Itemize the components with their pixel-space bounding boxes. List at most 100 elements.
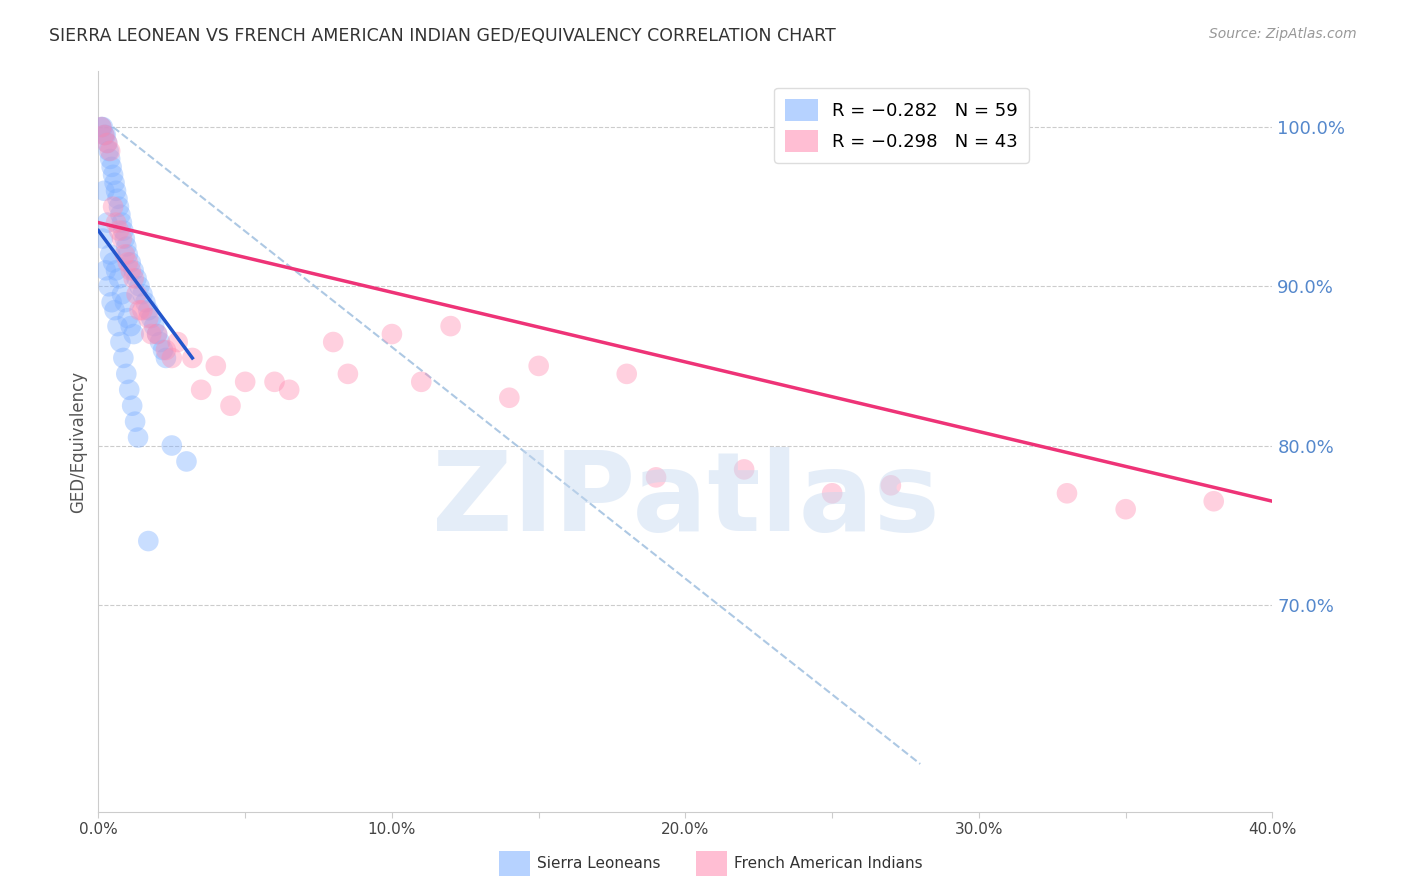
Point: [880, 478, 903, 492]
Point: [97, 144, 120, 158]
Point: [117, 255, 139, 269]
Point: [160, 351, 183, 365]
Point: [136, 534, 159, 549]
Point: [103, 303, 125, 318]
Point: [160, 438, 183, 452]
Point: [108, 271, 131, 285]
Point: [118, 383, 141, 397]
Point: [125, 287, 148, 301]
Point: [219, 399, 242, 413]
Point: [117, 311, 139, 326]
Point: [146, 327, 169, 342]
Point: [498, 391, 520, 405]
Point: [205, 359, 228, 373]
Point: [131, 287, 153, 301]
Point: [93, 128, 115, 142]
Point: [117, 247, 139, 261]
Point: [1202, 494, 1225, 508]
Point: [114, 231, 136, 245]
Point: [127, 431, 149, 445]
Point: [90, 120, 112, 134]
Point: [114, 295, 136, 310]
Point: [90, 120, 112, 134]
Point: [107, 192, 129, 206]
Point: [1056, 486, 1078, 500]
Point: [616, 367, 638, 381]
Point: [263, 375, 285, 389]
Point: [121, 399, 143, 413]
Point: [146, 327, 169, 342]
Point: [122, 263, 145, 277]
Point: [527, 359, 550, 373]
Point: [101, 255, 124, 269]
Point: [166, 334, 188, 349]
Point: [105, 263, 128, 277]
Point: [96, 216, 118, 230]
Point: [115, 367, 138, 381]
Point: [233, 375, 256, 389]
Point: [110, 334, 132, 349]
Point: [149, 334, 172, 349]
Point: [143, 319, 166, 334]
Point: [96, 136, 118, 150]
Point: [107, 319, 129, 334]
Point: [111, 287, 134, 301]
Point: [122, 271, 145, 285]
Point: [336, 367, 359, 381]
Point: [645, 470, 668, 484]
Text: SIERRA LEONEAN VS FRENCH AMERICAN INDIAN GED/EQUIVALENCY CORRELATION CHART: SIERRA LEONEAN VS FRENCH AMERICAN INDIAN…: [49, 27, 837, 45]
Point: [94, 263, 117, 277]
Point: [122, 327, 145, 342]
Point: [120, 263, 142, 277]
Point: [136, 311, 159, 326]
Point: [111, 231, 134, 245]
Point: [155, 351, 177, 365]
Point: [97, 279, 120, 293]
Point: [105, 184, 128, 198]
Point: [105, 216, 128, 230]
Point: [111, 216, 134, 230]
Point: [101, 168, 124, 182]
Point: [176, 454, 198, 468]
Point: [278, 383, 301, 397]
Y-axis label: GED/Equivalency: GED/Equivalency: [69, 370, 87, 513]
Point: [93, 184, 115, 198]
Point: [108, 200, 131, 214]
Point: [1115, 502, 1137, 516]
Point: [128, 303, 150, 318]
Point: [128, 279, 150, 293]
Point: [411, 375, 433, 389]
Point: [93, 128, 115, 142]
Text: ZIPatlas: ZIPatlas: [432, 447, 939, 554]
Text: Sierra Leoneans: Sierra Leoneans: [537, 856, 661, 871]
Point: [120, 255, 142, 269]
Point: [91, 231, 114, 245]
Point: [141, 327, 163, 342]
Point: [131, 303, 153, 318]
Point: [136, 303, 159, 318]
Point: [98, 144, 121, 158]
Point: [115, 239, 138, 253]
Point: [108, 223, 131, 237]
Point: [94, 128, 117, 142]
Point: [381, 327, 404, 342]
Text: Source: ZipAtlas.com: Source: ZipAtlas.com: [1209, 27, 1357, 41]
Point: [91, 120, 114, 134]
Point: [733, 462, 755, 476]
Point: [821, 486, 844, 500]
Point: [100, 160, 122, 174]
Point: [141, 311, 163, 326]
Point: [110, 208, 132, 222]
Point: [124, 415, 146, 429]
Point: [125, 271, 148, 285]
Point: [101, 200, 124, 214]
Point: [440, 319, 463, 334]
Point: [112, 351, 135, 365]
Legend: R = −0.282   N = 59, R = −0.298   N = 43: R = −0.282 N = 59, R = −0.298 N = 43: [775, 87, 1029, 162]
Point: [96, 136, 118, 150]
Point: [181, 351, 204, 365]
Point: [152, 343, 174, 357]
Point: [322, 334, 344, 349]
Point: [100, 295, 122, 310]
Point: [112, 223, 135, 237]
